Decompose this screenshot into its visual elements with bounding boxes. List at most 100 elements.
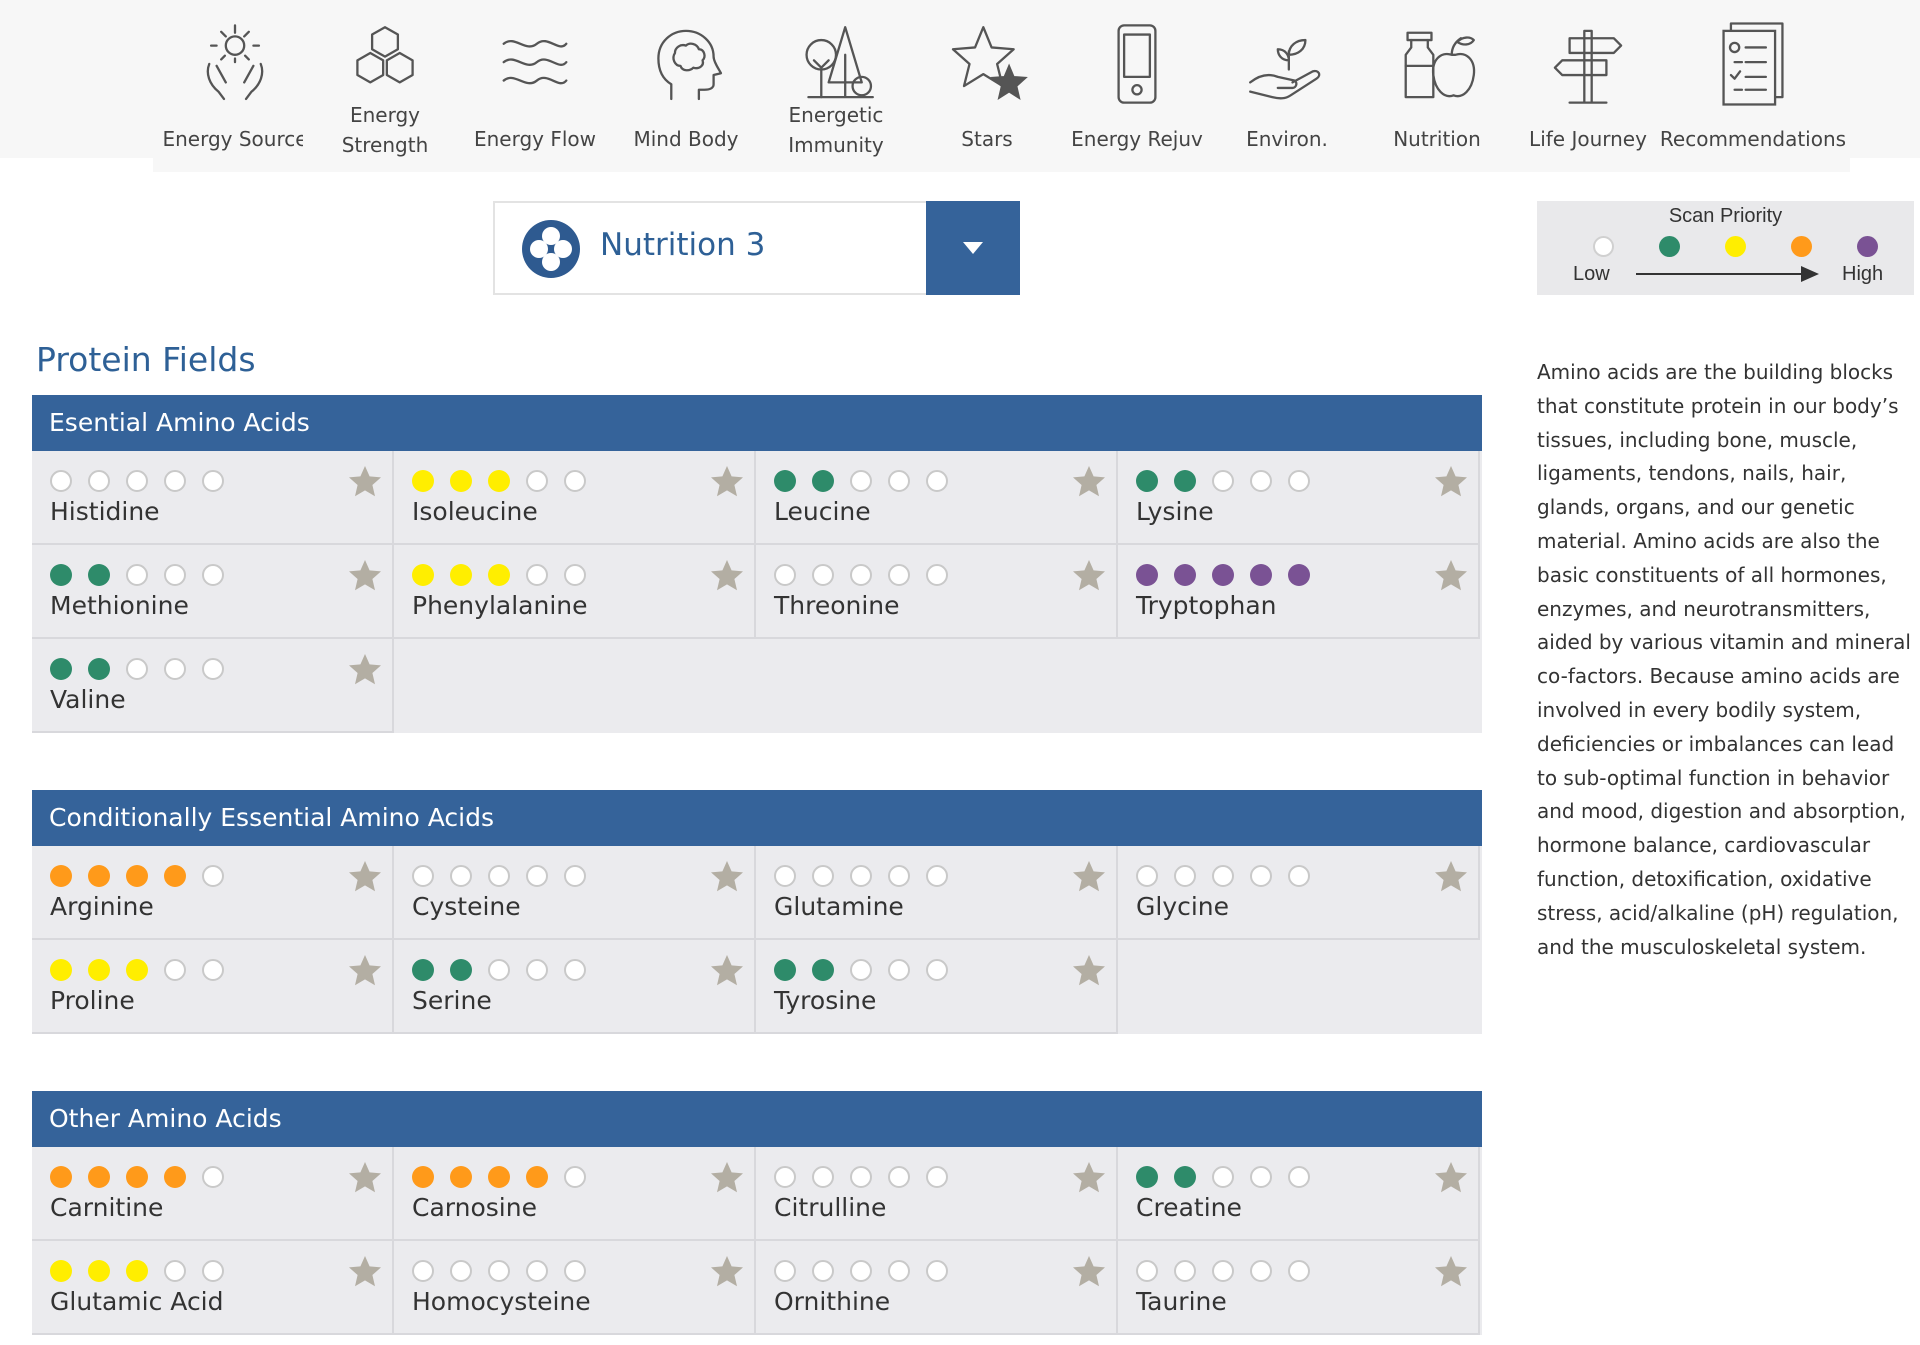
nav-item-life-journey[interactable]: Life Journey (1506, 0, 1670, 172)
amino-cell-carnosine[interactable]: Carnosine (394, 1147, 756, 1241)
priority-dot (488, 1166, 510, 1188)
amino-name: Ornithine (774, 1287, 891, 1316)
amino-cell-homocysteine[interactable]: Homocysteine (394, 1241, 756, 1335)
section-header: Esential Amino Acids (32, 395, 1482, 451)
priority-dot (774, 1166, 796, 1188)
star-icon[interactable] (1072, 559, 1106, 591)
priority-dot (1250, 1166, 1272, 1188)
amino-cell-tyrosine[interactable]: Tyrosine (756, 940, 1118, 1034)
star-icon[interactable] (710, 559, 744, 591)
amino-cell-threonine[interactable]: Threonine (756, 545, 1118, 639)
amino-cell-methionine[interactable]: Methionine (32, 545, 394, 639)
amino-cell-ornithine[interactable]: Ornithine (756, 1241, 1118, 1335)
nav-item-stars[interactable]: Stars (905, 0, 1069, 172)
amino-name: Glycine (1136, 892, 1230, 921)
amino-cell-valine[interactable]: Valine (32, 639, 394, 733)
star-icon[interactable] (710, 1255, 744, 1287)
priority-dot (1174, 1166, 1196, 1188)
star-icon[interactable] (348, 653, 382, 685)
description-text: Amino acids are the building blocks that… (1537, 360, 1911, 959)
star-icon[interactable] (1434, 860, 1468, 892)
priority-dot (526, 470, 548, 492)
priority-dot (164, 564, 186, 586)
amino-cell-arginine[interactable]: Arginine (32, 846, 394, 940)
amino-name: Carnitine (50, 1193, 164, 1222)
nav-item-mind-body[interactable]: Mind Body (604, 0, 768, 172)
amino-name: Creatine (1136, 1193, 1242, 1222)
nav-item-environ[interactable]: Environ. (1205, 0, 1369, 172)
nav-item-energy-source[interactable]: Energy Source (153, 0, 317, 172)
amino-cell-citrulline[interactable]: Citrulline (756, 1147, 1118, 1241)
amino-cell-glycine[interactable]: Glycine (1118, 846, 1480, 940)
priority-dot (812, 470, 834, 492)
nav-item-energy-rejuv[interactable]: Energy Rejuv (1055, 0, 1219, 172)
amino-cell-taurine[interactable]: Taurine (1118, 1241, 1480, 1335)
nav-item-energy-strength[interactable]: Energy Strength (303, 0, 467, 172)
amino-cell-lysine[interactable]: Lysine (1118, 451, 1480, 545)
dropdown-toggle-button[interactable] (926, 201, 1020, 295)
energy-flow-icon (485, 14, 585, 114)
star-icon[interactable] (1434, 465, 1468, 497)
amino-cell-proline[interactable]: Proline (32, 940, 394, 1034)
priority-dot (774, 959, 796, 981)
amino-cell-isoleucine[interactable]: Isoleucine (394, 451, 756, 545)
star-icon[interactable] (348, 1255, 382, 1287)
nav-item-label: Energy Flow (473, 127, 597, 151)
priority-dot (812, 564, 834, 586)
amino-cell-histidine[interactable]: Histidine (32, 451, 394, 545)
priority-dot (164, 470, 186, 492)
nav-item-recommendations[interactable]: Recommendations (1656, 0, 1850, 172)
priority-dot (50, 658, 72, 680)
amino-name: Methionine (50, 591, 189, 620)
amino-name: Serine (412, 986, 492, 1015)
priority-dot (1288, 564, 1310, 586)
amino-name: Phenylalanine (412, 591, 588, 620)
priority-dot (850, 1260, 872, 1282)
amino-cell-tryptophan[interactable]: Tryptophan (1118, 545, 1480, 639)
star-icon[interactable] (1072, 860, 1106, 892)
star-icon[interactable] (1072, 465, 1106, 497)
stars-icon (937, 14, 1037, 114)
priority-dot (526, 1260, 548, 1282)
star-icon[interactable] (348, 465, 382, 497)
star-icon[interactable] (1434, 1161, 1468, 1193)
star-icon[interactable] (710, 860, 744, 892)
amino-cell-glutamine[interactable]: Glutamine (756, 846, 1118, 940)
star-icon[interactable] (1434, 1255, 1468, 1287)
star-icon[interactable] (1072, 1161, 1106, 1193)
amino-cell-serine[interactable]: Serine (394, 940, 756, 1034)
star-icon[interactable] (348, 559, 382, 591)
amino-cell-leucine[interactable]: Leucine (756, 451, 1118, 545)
amino-cell-glutamic-acid[interactable]: Glutamic Acid (32, 1241, 394, 1335)
star-icon[interactable] (1434, 559, 1468, 591)
priority-dot (1174, 470, 1196, 492)
star-icon[interactable] (1072, 1255, 1106, 1287)
amino-cell-phenylalanine[interactable]: Phenylalanine (394, 545, 756, 639)
priority-dot (1174, 1260, 1196, 1282)
recommendations-icon (1703, 14, 1803, 114)
amino-grid: Arginine Cysteine Glutamine Glycine Proline S… (32, 846, 1482, 1034)
priority-dot (888, 1260, 910, 1282)
star-icon[interactable] (710, 465, 744, 497)
nav-item-label: Nutrition (1393, 127, 1481, 151)
star-icon[interactable] (710, 954, 744, 986)
priority-dot (1136, 564, 1158, 586)
amino-cell-cysteine[interactable]: Cysteine (394, 846, 756, 940)
legend-dot-high (1857, 236, 1878, 257)
star-icon[interactable] (1072, 954, 1106, 986)
star-icon[interactable] (710, 1161, 744, 1193)
star-icon[interactable] (348, 860, 382, 892)
nutrition-select[interactable]: Nutrition 3 (493, 201, 1020, 295)
star-icon[interactable] (348, 954, 382, 986)
legend-dot-green (1659, 236, 1680, 257)
amino-cell-creatine[interactable]: Creatine (1118, 1147, 1480, 1241)
star-icon[interactable] (348, 1161, 382, 1193)
amino-cell-carnitine[interactable]: Carnitine (32, 1147, 394, 1241)
priority-dot (564, 1260, 586, 1282)
nav-item-energy-flow[interactable]: Energy Flow (453, 0, 617, 172)
nav-item-nutrition[interactable]: Nutrition (1355, 0, 1519, 172)
nav-item-energetic-immunity[interactable]: Energetic Immunity (754, 0, 918, 172)
amino-grid: Carnitine Carnosine Citrulline Creatine Glut… (32, 1147, 1482, 1335)
priority-dot (1212, 564, 1234, 586)
priority-dot (126, 564, 148, 586)
